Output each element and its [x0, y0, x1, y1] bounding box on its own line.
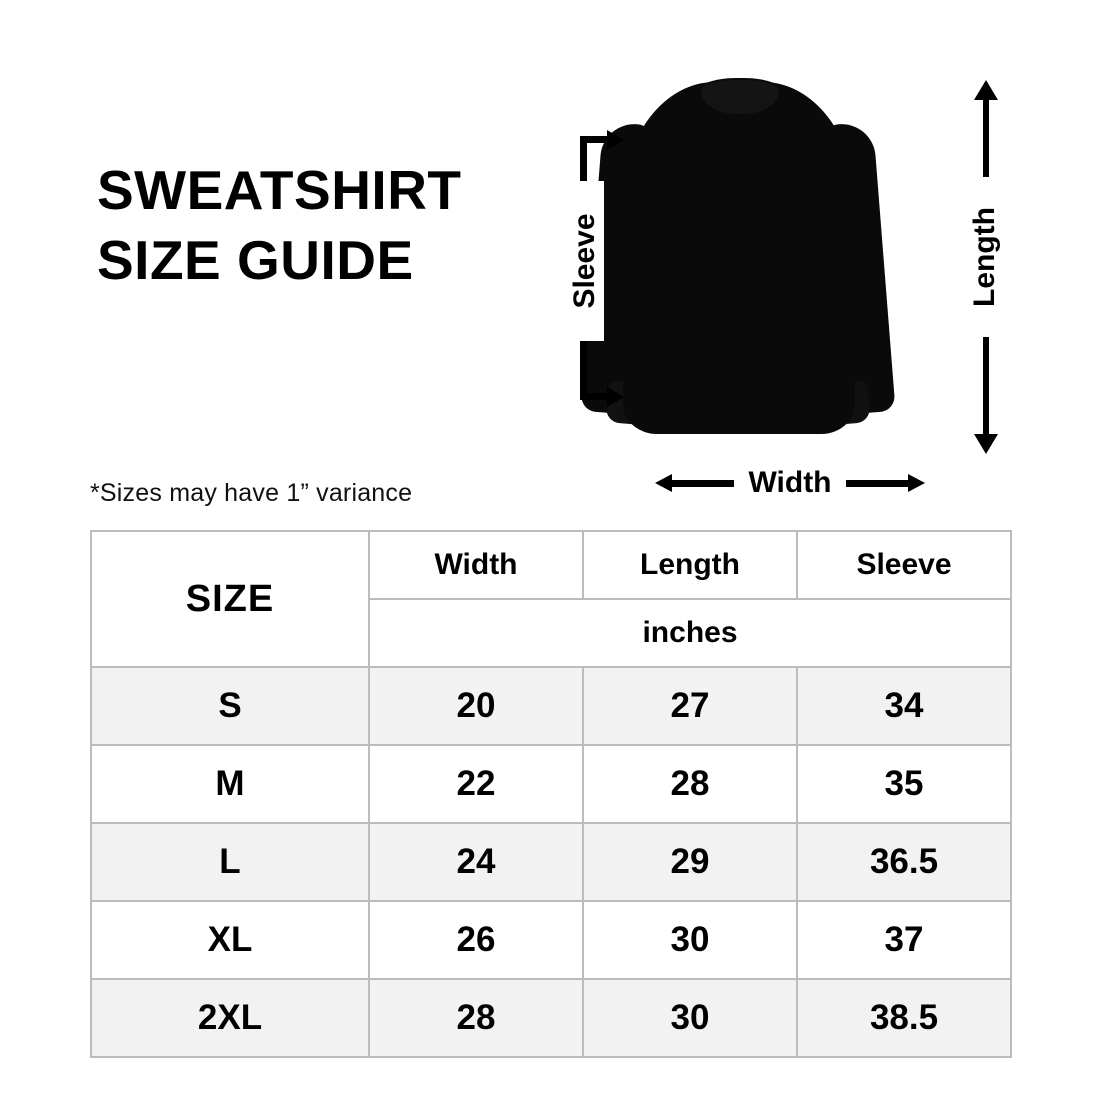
cell-width: 28	[368, 978, 584, 1058]
column-header-sleeve: Sleeve	[796, 530, 1012, 600]
column-header-length: Length	[582, 530, 798, 600]
sleeve-arrow-bottom-icon	[607, 387, 624, 407]
width-measure-label: Width	[748, 466, 832, 499]
column-header-width: Width	[368, 530, 584, 600]
width-measure-annotation: Width	[655, 458, 925, 508]
table-row: 2XL 28 30 38.5	[90, 978, 1012, 1058]
sleeve-measure-label: Sleeve	[566, 181, 604, 341]
cell-sleeve: 35	[796, 744, 1012, 824]
variance-note: *Sizes may have 1” variance	[90, 479, 413, 507]
sweatshirt-collar-inner	[701, 80, 779, 114]
cell-length: 28	[582, 744, 798, 824]
sleeve-measure-elbow-top	[580, 136, 610, 143]
sleeve-measure-elbow-bottom	[580, 393, 610, 400]
cell-width: 20	[368, 666, 584, 746]
page-title: SWEATSHIRT SIZE GUIDE	[97, 159, 462, 292]
cell-size: M	[90, 744, 370, 824]
cell-length: 29	[582, 822, 798, 902]
width-arrow-left-icon	[655, 473, 735, 492]
units-label: inches	[368, 598, 1012, 668]
cell-sleeve: 37	[796, 900, 1012, 980]
cell-size: 2XL	[90, 978, 370, 1058]
sleeve-measure-annotation: Sleeve	[555, 118, 625, 418]
cell-size: L	[90, 822, 370, 902]
column-header-size: SIZE	[90, 530, 370, 668]
length-measure-label: Length	[965, 177, 1005, 337]
table-row: M 22 28 35	[90, 744, 1012, 824]
cell-size: XL	[90, 900, 370, 980]
table-row: XL 26 30 37	[90, 900, 1012, 980]
cell-length: 30	[582, 978, 798, 1058]
length-measure-annotation: Length	[955, 80, 1025, 454]
cell-size: S	[90, 666, 370, 746]
cell-width: 22	[368, 744, 584, 824]
sweatshirt-illustration: Sleeve Length Width	[545, 60, 1065, 510]
cell-width: 26	[368, 900, 584, 980]
length-arrow-up-icon	[974, 80, 998, 100]
table-row: S 20 27 34	[90, 666, 1012, 746]
cell-length: 27	[582, 666, 798, 746]
table-row: L 24 29 36.5	[90, 822, 1012, 902]
table-header-row-1: SIZE Width Length Sleeve	[90, 530, 1012, 668]
cell-length: 30	[582, 900, 798, 980]
cell-sleeve: 34	[796, 666, 1012, 746]
cell-width: 24	[368, 822, 584, 902]
sleeve-arrow-top-icon	[607, 130, 624, 150]
cell-sleeve: 38.5	[796, 978, 1012, 1058]
size-chart-table: SIZE Width Length Sleeve inches S 20 27 …	[90, 530, 1012, 1058]
width-arrow-right-icon	[845, 473, 925, 492]
table-header-row-2: inches	[91, 598, 1012, 668]
cell-sleeve: 36.5	[796, 822, 1012, 902]
sweatshirt-shoulders	[605, 112, 873, 262]
length-arrow-down-icon	[974, 434, 998, 454]
